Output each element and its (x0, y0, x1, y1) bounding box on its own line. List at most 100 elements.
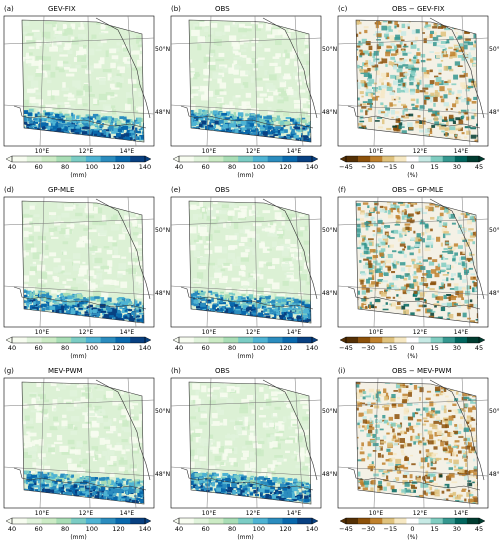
panel-label: (f) (338, 186, 346, 194)
lon-tick-label: 14°E (120, 510, 135, 517)
colorbar-tick-label: 45 (475, 344, 483, 352)
colorbar-tick-label: 30 (453, 344, 461, 352)
colorbar-swatch (430, 337, 444, 343)
colorbar-tick-label: 100 (253, 344, 265, 352)
lon-tick-label: 12°E (79, 510, 94, 517)
border-line (95, 17, 151, 119)
colorbar-tick-label: 60 (201, 344, 209, 352)
colorbar-swatch (394, 337, 407, 343)
colorbar-tick-label: 40 (8, 344, 16, 352)
colorbar-tick-label: −15 (383, 163, 397, 171)
colorbar-swatch (267, 518, 283, 524)
colorbar-tick-label: 140 (306, 344, 318, 352)
border-line (180, 105, 314, 129)
colorbar-swatch (85, 156, 101, 162)
colorbar-tick-label: 80 (228, 525, 236, 533)
colorbar-swatch (466, 156, 480, 162)
lat-tick-label: 50°N (155, 227, 170, 234)
colorbar-tick-label: 0 (410, 163, 414, 171)
lon-tick-label: 12°E (79, 148, 94, 155)
region-outline (355, 200, 479, 324)
colorbar-swatch (346, 337, 359, 343)
colorbar-extend-max (311, 517, 319, 525)
colorbar-extend-min (339, 336, 347, 344)
colorbar-tick-label: 60 (201, 163, 209, 171)
colorbar-swatch (12, 337, 28, 343)
colorbar-extend-min (5, 336, 13, 344)
region-outline (188, 200, 312, 324)
colorbar-tick-label: 140 (306, 163, 318, 171)
colorbar-swatch (41, 518, 57, 524)
colorbar-tick-label: 60 (34, 163, 42, 171)
colorbar-swatch (100, 156, 116, 162)
colorbar-swatch (71, 156, 87, 162)
panel-title: OBS (215, 367, 230, 375)
colorbar-swatch (370, 518, 383, 524)
panel-title: OBS − GP-MLE (392, 186, 443, 194)
border-line (347, 105, 481, 129)
lat-tick-label: 48°N (155, 471, 170, 478)
colorbar-unit: (mm) (70, 534, 86, 541)
lon-tick-label: 10°E (35, 510, 50, 517)
colorbar-swatch (418, 337, 431, 343)
colorbar-swatch (358, 337, 371, 343)
colorbar-tick-label: −30 (361, 163, 375, 171)
panel-label: (c) (338, 5, 348, 13)
border-line (347, 467, 481, 491)
colorbar-unit: (mm) (237, 172, 253, 179)
lon-tick-label: 14°E (287, 148, 302, 155)
lon-tick-label: 12°E (246, 148, 261, 155)
lon-tick-label: 14°E (454, 329, 469, 336)
colorbar-swatch (12, 518, 28, 524)
lat-tick-label: 50°N (489, 227, 500, 234)
lat-tick-label: 48°N (489, 109, 500, 116)
region-outline (21, 19, 145, 143)
colorbar-swatch (282, 156, 298, 162)
colorbar-swatch (267, 337, 283, 343)
map-field (22, 382, 144, 504)
region-outline (188, 19, 312, 143)
lat-tick-label: 50°N (155, 46, 170, 53)
region-outline (21, 200, 145, 324)
colorbar-swatch (130, 156, 146, 162)
colorbar-swatch (466, 518, 480, 524)
panel-label: (d) (4, 186, 14, 194)
colorbar: 40 60 80 100 120 140 (mm) (5, 155, 152, 179)
colorbar-swatch (358, 156, 371, 162)
colorbar-swatch (12, 156, 28, 162)
colorbar-swatch (56, 156, 72, 162)
colorbar-tick-label: 15 (431, 525, 439, 533)
colorbar-swatch (358, 518, 371, 524)
colorbar-extend-min (339, 517, 347, 525)
colorbar-swatch (382, 156, 395, 162)
colorbar-unit: (mm) (70, 353, 86, 360)
colorbar-tick-label: 100 (86, 163, 98, 171)
lon-tick-label: 10°E (202, 510, 217, 517)
colorbar-tick-label: 30 (453, 163, 461, 171)
panel-g: (g) MEV-PWM 10°E 12°E 14°E 50°N 48°N 40 60 80 100 1… (3, 367, 170, 541)
colorbar: 40 60 80 100 120 140 (mm) (172, 336, 319, 360)
border-line (13, 286, 147, 310)
colorbar-tick-label: 40 (175, 163, 183, 171)
lat-tick-label: 48°N (322, 290, 337, 297)
map-field (189, 382, 311, 504)
lat-tick-label: 48°N (155, 109, 170, 116)
map-field (189, 201, 311, 323)
colorbar-swatch (430, 156, 444, 162)
colorbar-tick-label: 80 (61, 163, 69, 171)
region-outline (21, 381, 145, 505)
lat-tick-label: 48°N (489, 290, 500, 297)
colorbar-swatch (418, 156, 431, 162)
colorbar-tick-label: 100 (86, 344, 98, 352)
colorbar-swatch (442, 156, 456, 162)
colorbar-tick-label: −45 (339, 525, 353, 533)
colorbar-swatch (130, 518, 146, 524)
colorbar-swatch (430, 518, 444, 524)
graticule (337, 15, 489, 147)
panel-c: (c)OBS − GEV-FIX10°E12°E14°E50°N48°N−45−… (337, 5, 500, 179)
border-line (429, 17, 485, 119)
colorbar-swatch (115, 337, 131, 343)
lon-tick-label: 10°E (35, 148, 50, 155)
colorbar-swatch (26, 337, 42, 343)
